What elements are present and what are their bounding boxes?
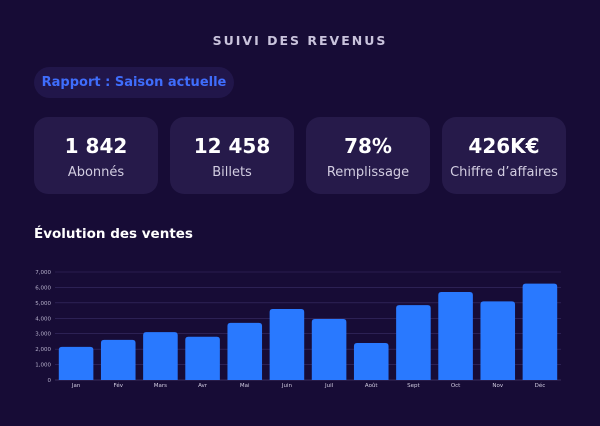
report-selector-button[interactable]: Rapport : Saison actuelle: [34, 67, 234, 98]
kpi-label: Abonnés: [67, 165, 125, 180]
kpi-card-occupancy: 78% Remplissage: [306, 117, 430, 194]
y-tick-label: 6,000: [35, 285, 51, 291]
bar: [185, 336, 220, 380]
x-tick-label: Juin: [281, 383, 293, 389]
bar: [227, 322, 263, 380]
bar: [311, 319, 347, 380]
page-title: SUIVI DES REVENUS: [212, 33, 388, 48]
bar: [438, 292, 473, 380]
bar: [522, 283, 558, 380]
x-tick-label: Avr: [198, 383, 208, 389]
y-tick-label: 3,000: [35, 332, 51, 338]
x-tick-label: Déc: [535, 382, 546, 389]
bar: [353, 342, 389, 380]
x-tick-label: Mai: [240, 383, 250, 389]
sales-bar-chart: 0 1,000 2,000 3,000 4,000 5,000 6,000 7,000 Jan F…: [35, 270, 561, 389]
kpi-value: 1 842: [64, 134, 128, 158]
kpi-label: Chiffre d’affaires: [450, 165, 558, 180]
y-tick-label: 1,000: [35, 363, 51, 369]
x-tick-label: Sept: [407, 383, 420, 389]
kpi-card-subscribers: 1 842 Abonnés: [34, 117, 158, 194]
x-tick-label: Oct: [451, 383, 461, 389]
y-tick-label: 7,000: [35, 270, 51, 276]
bar: [58, 346, 94, 380]
x-tick-label: Jan: [71, 383, 81, 389]
bar: [100, 339, 136, 380]
bar: [396, 305, 431, 380]
chart-title: Évolution des ventes: [34, 226, 193, 242]
x-tick-label: Nov: [492, 383, 503, 389]
x-tick-label: Fév: [113, 382, 123, 389]
bar: [269, 309, 305, 380]
kpi-value: 12 458: [193, 134, 271, 158]
bar: [143, 332, 178, 380]
kpi-card-revenue: 426K€ Chiffre d’affaires: [442, 117, 566, 194]
x-tick-label: Juil: [324, 383, 334, 389]
kpi-value: 426K€: [468, 134, 540, 158]
bar: [480, 301, 516, 380]
y-tick-label: 0: [48, 378, 52, 384]
y-tick-label: 5,000: [35, 301, 51, 307]
x-tick-label: Août: [365, 382, 379, 389]
kpi-value: 78%: [344, 134, 392, 158]
y-tick-label: 4,000: [35, 316, 51, 322]
kpi-card-tickets: 12 458 Billets: [170, 117, 294, 194]
y-tick-label: 2,000: [35, 347, 51, 353]
kpi-label: Billets: [212, 165, 252, 180]
kpi-label: Remplissage: [326, 165, 410, 180]
x-tick-label: Mars: [154, 383, 167, 389]
